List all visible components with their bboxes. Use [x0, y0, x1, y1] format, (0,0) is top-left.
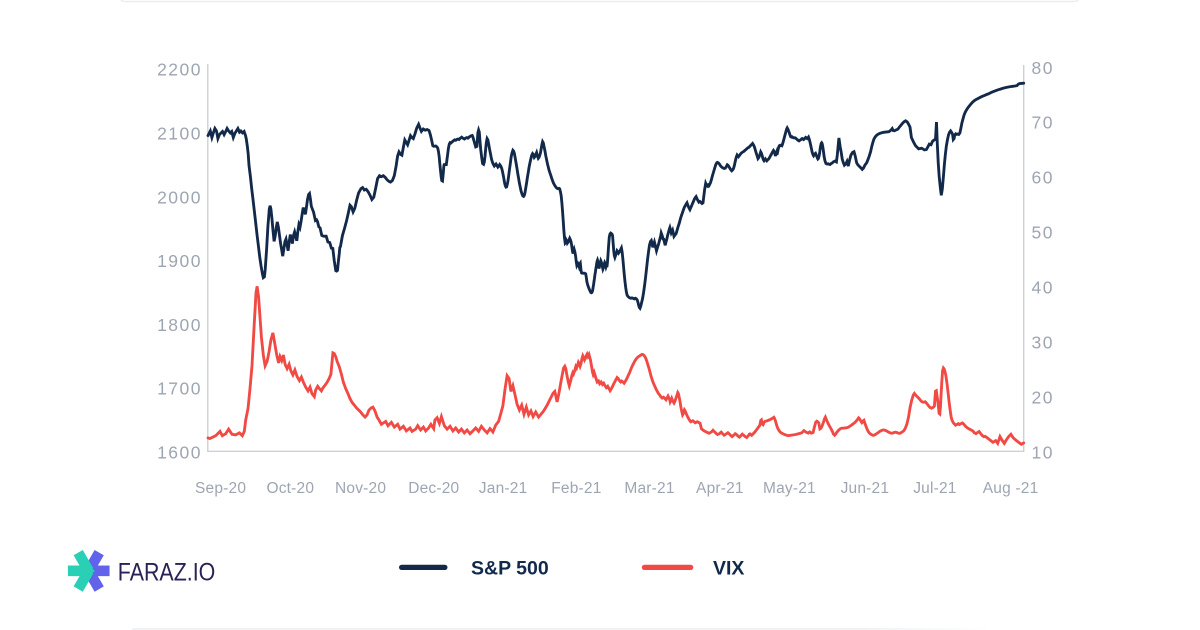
svg-text:Oct-20: Oct-20	[266, 480, 314, 497]
svg-text:20: 20	[1032, 388, 1054, 408]
svg-text:Sep-20: Sep-20	[195, 480, 246, 497]
svg-text:80: 80	[1032, 58, 1054, 78]
svg-text:Jun-21: Jun-21	[841, 480, 890, 497]
svg-text:1700: 1700	[157, 379, 202, 399]
svg-text:Dec-20: Dec-20	[408, 480, 459, 497]
svg-text:2200: 2200	[157, 60, 202, 80]
svg-text:Mar-21: Mar-21	[624, 480, 674, 497]
svg-text:10: 10	[1032, 442, 1054, 462]
svg-text:Nov-20: Nov-20	[335, 480, 386, 497]
svg-text:Feb-21: Feb-21	[551, 480, 601, 497]
svg-text:1900: 1900	[157, 251, 202, 271]
svg-text:Jul-21: Jul-21	[913, 480, 956, 497]
svg-text:70: 70	[1032, 113, 1054, 133]
svg-text:50: 50	[1032, 223, 1054, 243]
svg-text:60: 60	[1032, 168, 1054, 188]
svg-text:2000: 2000	[157, 187, 202, 207]
svg-text:May-21: May-21	[763, 480, 816, 497]
svg-text:2100: 2100	[157, 124, 202, 144]
svg-text:FARAZ.IO: FARAZ.IO	[118, 559, 216, 587]
svg-text:40: 40	[1032, 278, 1054, 298]
svg-text:Aug -21: Aug -21	[983, 480, 1039, 497]
svg-text:Apr-21: Apr-21	[696, 480, 744, 497]
svg-text:1600: 1600	[157, 442, 202, 462]
svg-text:30: 30	[1032, 333, 1054, 353]
svg-text:VIX: VIX	[713, 558, 744, 580]
svg-text:S&P 500: S&P 500	[471, 558, 549, 580]
svg-text:Jan-21: Jan-21	[479, 480, 528, 497]
svg-text:1800: 1800	[157, 315, 202, 335]
